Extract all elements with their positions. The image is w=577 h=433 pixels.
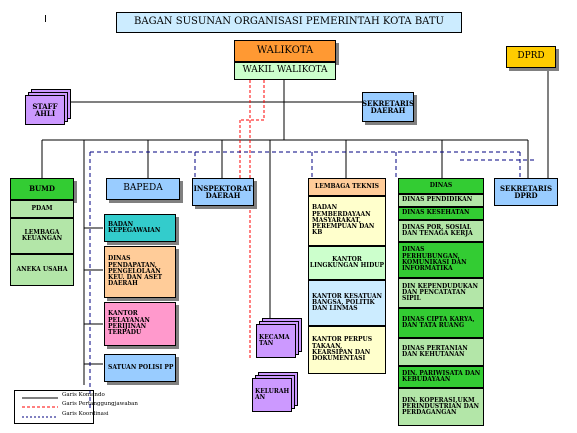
bumd-item-lembaga-keuangan: LEMBAGA KEUANGAN <box>10 218 74 254</box>
legend-label-pertanggungjawaban: Garis Pertanggungjawaban <box>62 401 138 407</box>
kantor-pelayanan-box: KANTOR PELAYANAN PERIJINAN TERPADU <box>104 302 176 346</box>
legend-label-komando: Garis Komando <box>62 392 105 398</box>
dprd-box: DPRD <box>506 46 556 68</box>
dinas-header: DINAS <box>398 178 484 194</box>
dinas-item-pertanian: DINAS PERTANIAN DAN KEHUTANAN <box>398 338 484 366</box>
bumd-header: BUMD <box>10 178 74 200</box>
badan-kepegawaian-box: BADAN KEPEGAWAIAN <box>104 214 176 242</box>
kelurahan-box: KELURAH AN <box>252 378 292 412</box>
kecamatan-box: KECAMA TAN <box>256 324 296 358</box>
lembaga-teknis-item-kesatuan-bangsa: KANTOR KESATUAN BANGSA, POLITIK DAN LINM… <box>308 280 386 326</box>
dinas-item-pendidikan: DINAS PENDIDIKAN <box>398 194 484 207</box>
sekretaris-daerah-box: SEKRETARIS DAERAH <box>362 92 414 122</box>
dinas-item-por-sosial: DINAS POR, SOSIAL DAN TENAGA KERJA <box>398 220 484 242</box>
bumd-item-aneka-usaha: ANEKA USAHA <box>10 254 74 286</box>
dinas-item-kependudukan: DIN KEPENDUDUKAN DAN PENCATATAN SIPIL <box>398 278 484 308</box>
page-title: BAGAN SUSUNAN ORGANISASI PEMERINTAH KOTA… <box>116 12 462 33</box>
lembaga-teknis-item-badan-pemberdayaan: BADAN PEMBERDAYAAN MASYARAKAT, PEREMPUAN… <box>308 196 386 246</box>
responsibility-lines <box>239 80 265 360</box>
lembaga-teknis-item-kantor-lingkungan: KANTOR LINGKUNGAN HIDUP <box>308 246 386 280</box>
coordination-lines <box>89 151 536 410</box>
lembaga-teknis-header: LEMBAGA TEKNIS <box>308 178 386 196</box>
legend <box>14 390 94 424</box>
walikota-box: WALIKOTA <box>234 40 336 62</box>
lembaga-teknis-item-perpustakaan: KANTOR PERPUS TAKAAN, KEARSIPAN DAN DOKU… <box>308 326 386 374</box>
dinas-item-kesehatan: DINAS KESEHATAN <box>398 207 484 220</box>
dinas-item-pariwisata: DIN. PARIWISATA DAN KEBUDAYAAN <box>398 366 484 388</box>
bumd-item-pdam: PDAM <box>10 200 74 218</box>
dinas-item-perhubungan: DINAS PERHUBUNGAN, KOMUNIKASI DAN INFORM… <box>398 242 484 278</box>
dinas-item-cipta-karya: DINAS CIPTA KARYA, DAN TATA RUANG <box>398 308 484 338</box>
sekretaris-dprd-box: SEKRETARIS DPRD <box>494 178 558 206</box>
dinas-pendapatan-box: DINAS PENDAPATAN, PENGELOLAAN KEU. DAN A… <box>104 246 176 298</box>
legend-swatches <box>22 397 58 418</box>
inspektorat-box: INSPEKTORAT DAERAH <box>192 178 254 206</box>
wakil-walikota-box: WAKIL WALIKOTA <box>234 62 336 80</box>
corner-marker: I <box>44 14 47 25</box>
dinas-item-koperasi: DIN. KOPERASI,UKM PERINDUSTRIAN DAN PERD… <box>398 388 484 426</box>
satuan-polisi-box: SATUAN POLISI PP <box>104 354 176 382</box>
command-lines <box>41 67 549 385</box>
bapeda-box: BAPEDA <box>106 178 180 200</box>
staff-ahli-box: STAFF AHLI <box>25 95 65 125</box>
legend-label-koordinasi: Garis Koordinasi <box>62 411 109 417</box>
